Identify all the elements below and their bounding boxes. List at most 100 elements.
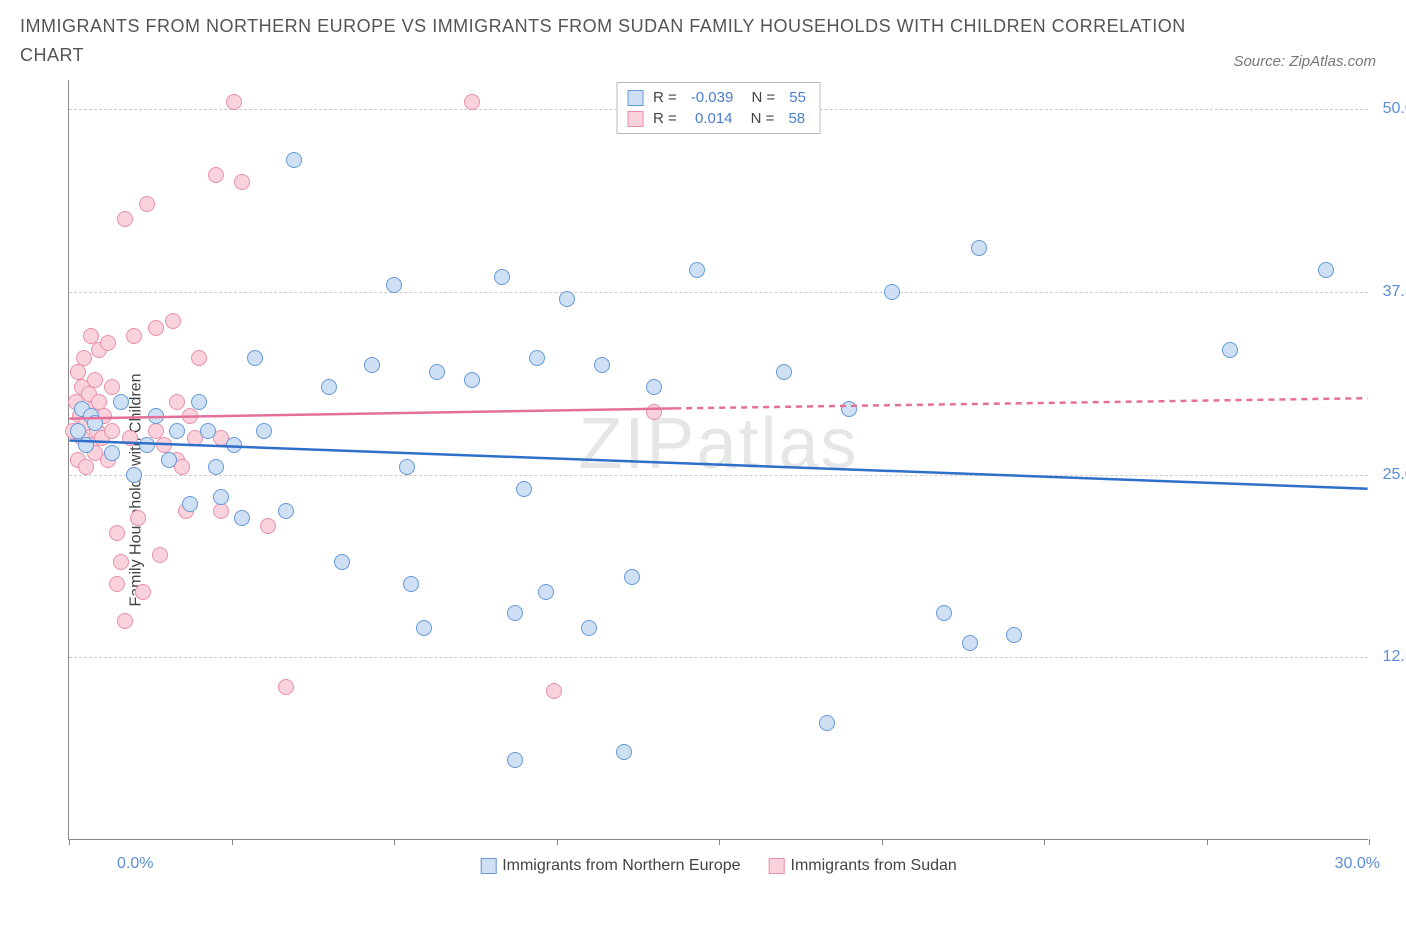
data-point-a — [936, 605, 952, 621]
data-point-a — [191, 394, 207, 410]
legend-label-b: Immigrants from Sudan — [791, 857, 957, 875]
data-point-a — [169, 423, 185, 439]
x-axis-min-label: 0.0% — [117, 855, 153, 873]
legend-item-b: Immigrants from Sudan — [769, 857, 957, 875]
x-tick — [719, 839, 720, 845]
data-point-a — [104, 445, 120, 461]
header-bar: IMMIGRANTS FROM NORTHERN EUROPE VS IMMIG… — [0, 0, 1406, 74]
x-tick — [69, 839, 70, 845]
x-tick — [394, 839, 395, 845]
data-point-a — [416, 620, 432, 636]
data-point-b — [165, 313, 181, 329]
data-point-a — [234, 510, 250, 526]
data-point-b — [213, 503, 229, 519]
data-point-a — [148, 408, 164, 424]
regression-lines — [69, 80, 1368, 839]
data-point-a — [126, 467, 142, 483]
data-point-a — [226, 437, 242, 453]
data-point-a — [529, 350, 545, 366]
chart-container: Family Households with Children ZIPatlas… — [20, 80, 1386, 900]
watermark-bold: ZIP — [578, 404, 696, 484]
data-point-b — [464, 94, 480, 110]
data-point-b — [191, 350, 207, 366]
data-point-b — [91, 394, 107, 410]
gridline-h — [69, 292, 1368, 293]
data-point-b — [113, 554, 129, 570]
data-point-b — [122, 430, 138, 446]
data-point-b — [83, 328, 99, 344]
data-point-b — [117, 613, 133, 629]
legend-swatch-b — [769, 858, 785, 874]
data-point-a — [278, 503, 294, 519]
watermark: ZIPatlas — [578, 403, 858, 485]
y-tick-label: 37.5% — [1383, 283, 1406, 301]
y-tick-label: 12.5% — [1383, 648, 1406, 666]
r-value-a: -0.039 — [687, 87, 738, 108]
data-point-a — [403, 576, 419, 592]
data-point-b — [234, 174, 250, 190]
stats-row-series-a: R =-0.039 N =55 — [627, 87, 810, 108]
x-axis-max-label: 30.0% — [1335, 855, 1380, 873]
data-point-a — [494, 269, 510, 285]
data-point-b — [126, 328, 142, 344]
x-tick — [557, 839, 558, 845]
data-point-b — [260, 518, 276, 534]
data-point-b — [135, 584, 151, 600]
data-point-b — [152, 547, 168, 563]
data-point-a — [213, 489, 229, 505]
data-point-a — [594, 357, 610, 373]
x-tick — [882, 839, 883, 845]
data-point-b — [117, 211, 133, 227]
data-point-a — [200, 423, 216, 439]
data-point-a — [182, 496, 198, 512]
swatch-series-b — [627, 111, 643, 127]
data-point-b — [100, 335, 116, 351]
x-tick — [232, 839, 233, 845]
data-point-b — [546, 683, 562, 699]
x-tick — [1044, 839, 1045, 845]
legend-item-a: Immigrants from Northern Europe — [480, 857, 740, 875]
data-point-a — [256, 423, 272, 439]
legend-label-a: Immigrants from Northern Europe — [502, 857, 740, 875]
data-point-a — [646, 379, 662, 395]
data-point-b — [78, 459, 94, 475]
data-point-a — [1318, 262, 1334, 278]
data-point-a — [334, 554, 350, 570]
data-point-b — [109, 576, 125, 592]
data-point-b — [156, 437, 172, 453]
data-point-a — [1222, 342, 1238, 358]
legend-swatch-a — [480, 858, 496, 874]
data-point-a — [884, 284, 900, 300]
data-point-a — [139, 437, 155, 453]
data-point-a — [161, 452, 177, 468]
data-point-b — [139, 196, 155, 212]
data-point-b — [76, 350, 92, 366]
stats-row-series-b: R = 0.014 N =58 — [627, 108, 810, 129]
data-point-a — [581, 620, 597, 636]
data-point-b — [148, 423, 164, 439]
data-point-a — [962, 635, 978, 651]
data-point-a — [429, 364, 445, 380]
data-point-a — [399, 459, 415, 475]
data-point-a — [70, 423, 86, 439]
data-point-a — [776, 364, 792, 380]
data-point-a — [113, 394, 129, 410]
gridline-h — [69, 657, 1368, 658]
data-point-b — [130, 510, 146, 526]
source-attribution: Source: ZipAtlas.com — [1233, 53, 1386, 70]
data-point-a — [247, 350, 263, 366]
data-point-b — [104, 423, 120, 439]
data-point-a — [286, 152, 302, 168]
data-point-a — [689, 262, 705, 278]
n-value-b: 58 — [784, 108, 809, 129]
r-value-b: 0.014 — [687, 108, 737, 129]
data-point-a — [538, 584, 554, 600]
legend-bottom: Immigrants from Northern Europe Immigran… — [480, 857, 957, 875]
data-point-b — [109, 525, 125, 541]
plot-area: ZIPatlas R =-0.039 N =55 R = 0.014 N =58… — [68, 80, 1368, 840]
data-point-a — [386, 277, 402, 293]
data-point-b — [278, 679, 294, 695]
data-point-b — [148, 320, 164, 336]
data-point-b — [646, 404, 662, 420]
swatch-series-a — [627, 90, 643, 106]
